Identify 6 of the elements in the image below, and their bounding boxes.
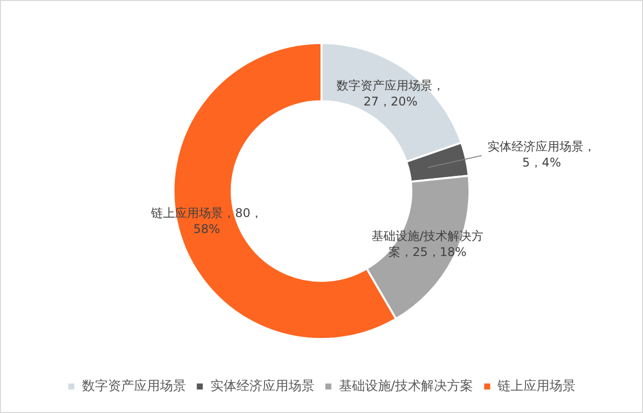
legend-label: 数字资产应用场景	[82, 378, 186, 394]
legend-label: 链上应用场景	[496, 378, 576, 394]
data-label: 数字资产应用场景，27，20%	[336, 78, 444, 108]
legend-label: 基础设施/技术解决方案	[338, 378, 474, 394]
data-label: 实体经济应用场景，5，4%	[488, 140, 596, 170]
legend-label: 实体经济应用场景	[210, 378, 314, 394]
